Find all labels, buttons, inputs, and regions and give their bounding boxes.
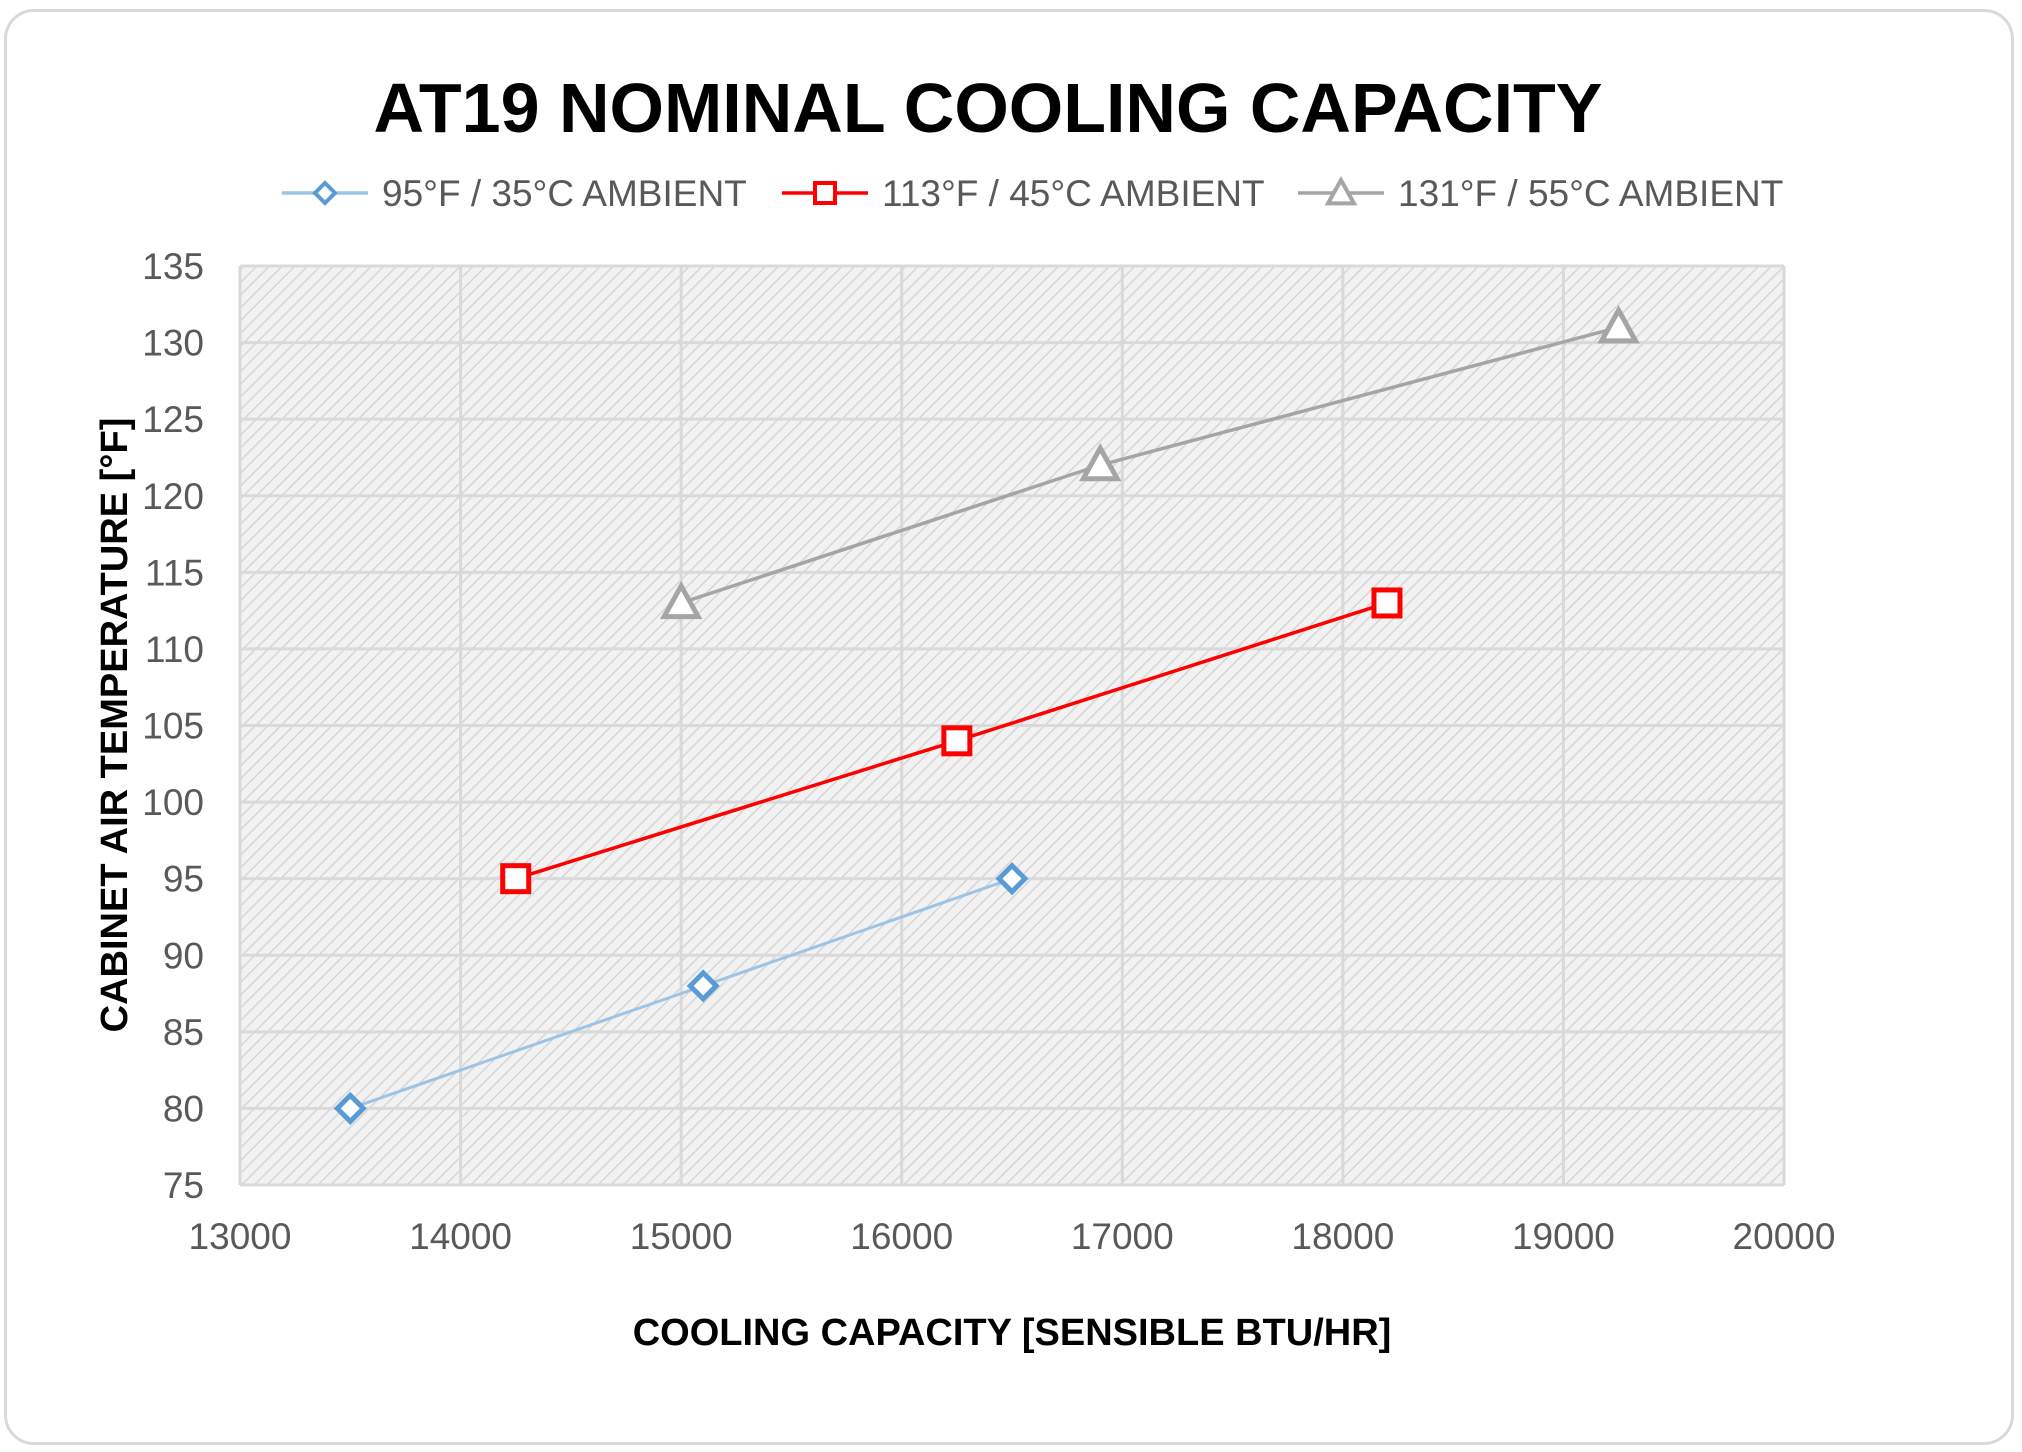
x-tick-label: 14000 — [409, 1216, 512, 1257]
y-tick-label: 135 — [142, 246, 204, 287]
series-markers — [333, 305, 1640, 1125]
legend-marker — [312, 180, 338, 206]
legend-item-2: 113°F / 45°C AMBIENT — [782, 173, 1265, 214]
y-tick-label: 105 — [142, 706, 204, 747]
series-2-point — [1371, 587, 1403, 619]
series-3-point — [1078, 442, 1122, 482]
y-tick-label: 75 — [163, 1165, 204, 1206]
y-tick-label: 120 — [142, 476, 204, 517]
series-1-point — [686, 969, 720, 1003]
x-tick-label: 18000 — [1291, 1216, 1394, 1257]
legend: 95°F / 35°C AMBIENT 113°F / 45°C AMBIENT 1… — [282, 173, 1783, 214]
y-tick-label: 100 — [142, 782, 204, 823]
y-tick-label: 125 — [142, 399, 204, 440]
series-3-point — [659, 580, 703, 620]
y-tick-label: 130 — [142, 323, 204, 364]
legend-label: 95°F / 35°C AMBIENT — [382, 173, 747, 214]
x-tick-label: 20000 — [1733, 1216, 1836, 1257]
y-tick-label: 95 — [163, 859, 204, 900]
legend-label: 131°F / 55°C AMBIENT — [1398, 173, 1783, 214]
series-3-point — [1597, 305, 1640, 344]
y-tick-label: 110 — [145, 629, 204, 670]
x-tick-label: 13000 — [189, 1216, 292, 1257]
x-axis-title: COOLING CAPACITY [SENSIBLE BTU/HR] — [633, 1312, 1392, 1354]
y-axis-ticks: 75 80 85 90 95 100 105 110 115 120 125 130 135 — [142, 246, 204, 1206]
x-tick-label: 19000 — [1512, 1216, 1615, 1257]
x-tick-label: 17000 — [1071, 1216, 1174, 1257]
chart-title: AT19 NOMINAL COOLING CAPACITY — [374, 69, 1603, 147]
y-axis-title: CABINET AIR TEMPERATURE [°F] — [94, 418, 136, 1033]
series-2-point — [941, 725, 973, 757]
y-tick-label: 85 — [163, 1012, 204, 1053]
x-tick-label: 15000 — [630, 1216, 733, 1257]
series-2-point — [500, 863, 532, 895]
series-1-point — [333, 1091, 367, 1125]
y-tick-label: 90 — [163, 935, 204, 976]
legend-item-1: 95°F / 35°C AMBIENT — [282, 173, 747, 214]
x-tick-label: 16000 — [850, 1216, 953, 1257]
gridlines — [238, 264, 1786, 1187]
legend-label: 113°F / 45°C AMBIENT — [882, 173, 1265, 214]
series-1-point — [995, 862, 1029, 896]
y-tick-label: 115 — [145, 552, 204, 593]
y-tick-label: 80 — [163, 1088, 204, 1129]
legend-item-3: 131°F / 55°C AMBIENT — [1298, 173, 1783, 214]
x-axis-ticks: 13000 14000 15000 16000 17000 18000 19000 20000 — [189, 1216, 1836, 1257]
legend-marker — [1324, 175, 1358, 206]
legend-marker — [813, 181, 837, 205]
